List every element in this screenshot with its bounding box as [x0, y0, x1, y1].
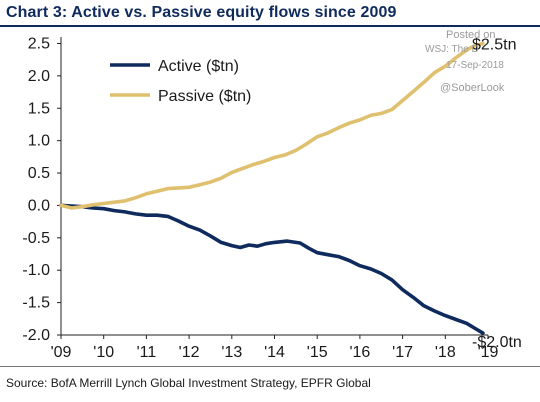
x-tick-label: '17 [392, 344, 413, 361]
watermark-date: 17-Sep-2018 [446, 60, 504, 71]
y-tick-label: -0.5 [22, 230, 50, 247]
y-tick-label: 2.0 [28, 68, 50, 85]
legend-label: Active ($tn) [158, 58, 239, 75]
active-end-label: -$2.0tn [472, 334, 522, 351]
footer-divider [0, 366, 540, 367]
y-tick-label: -1.5 [22, 295, 50, 312]
x-tick-label: '09 [51, 344, 72, 361]
watermark-source: WSJ: The D [425, 44, 479, 55]
title-divider [0, 25, 540, 27]
passive-end-label: $2.5tn [472, 36, 516, 53]
y-tick-label: 0.0 [28, 197, 50, 214]
x-tick-label: '10 [93, 344, 114, 361]
source-note: Source: BofA Merrill Lynch Global Invest… [6, 376, 371, 390]
y-tick-label: 1.5 [28, 100, 50, 117]
x-tick-label: '16 [349, 344, 370, 361]
x-tick-label: '18 [435, 344, 456, 361]
y-tick-label: 0.5 [28, 165, 50, 182]
y-tick-label: 1.0 [28, 133, 50, 150]
y-tick-label: -1.0 [22, 262, 50, 279]
y-tick-label: -2.0 [22, 327, 50, 344]
chart-title: Chart 3: Active vs. Passive equity flows… [6, 4, 397, 21]
line-chart: 2.5 2.0 1.5 1.0 0.5 0.0 -0.5 -1.0 -1.5 -2.0'09 '10… [22, 35, 522, 361]
x-tick-label: '15 [307, 344, 328, 361]
x-tick-label: '11 [137, 344, 157, 361]
x-tick-label: '12 [179, 344, 200, 361]
watermark-handle: @SoberLook [440, 82, 505, 94]
y-tick-label: 2.5 [28, 35, 50, 52]
watermark-posted: Posted on [446, 29, 496, 41]
x-tick-label: '14 [264, 344, 285, 361]
passive-series-line [59, 41, 485, 210]
active-series-line [59, 203, 485, 335]
legend-label: Passive ($tn) [158, 88, 251, 105]
x-tick-label: '19 [478, 344, 499, 361]
x-tick-label: '13 [221, 344, 242, 361]
